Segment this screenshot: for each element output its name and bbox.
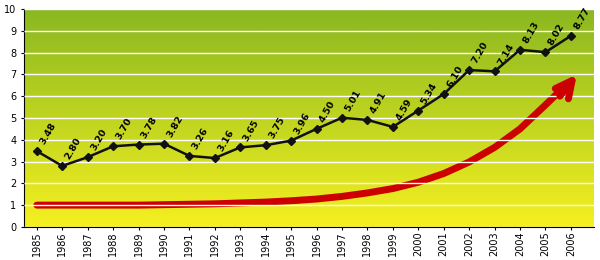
Text: 8.02: 8.02 <box>547 22 566 47</box>
Text: 4.91: 4.91 <box>369 90 388 115</box>
Text: 3.20: 3.20 <box>89 128 109 152</box>
Text: 3.75: 3.75 <box>267 116 286 140</box>
Text: 4.50: 4.50 <box>318 99 337 124</box>
Text: 7.20: 7.20 <box>470 40 490 65</box>
Text: 3.65: 3.65 <box>242 118 261 142</box>
Text: 3.26: 3.26 <box>191 126 210 151</box>
Text: 2.80: 2.80 <box>64 136 83 161</box>
Text: 3.96: 3.96 <box>292 111 312 136</box>
Text: 3.82: 3.82 <box>165 114 185 139</box>
Text: 3.70: 3.70 <box>115 117 134 141</box>
Text: 5.34: 5.34 <box>419 81 439 106</box>
Text: 3.16: 3.16 <box>216 128 236 153</box>
Text: 8.77: 8.77 <box>572 6 592 31</box>
Text: 5.01: 5.01 <box>343 88 363 113</box>
Text: 6.10: 6.10 <box>445 64 464 89</box>
Text: 4.59: 4.59 <box>394 97 413 122</box>
Text: 7.14: 7.14 <box>496 42 515 67</box>
Text: 3.48: 3.48 <box>38 121 58 146</box>
Text: 8.13: 8.13 <box>521 20 541 45</box>
Text: 3.78: 3.78 <box>140 115 160 140</box>
